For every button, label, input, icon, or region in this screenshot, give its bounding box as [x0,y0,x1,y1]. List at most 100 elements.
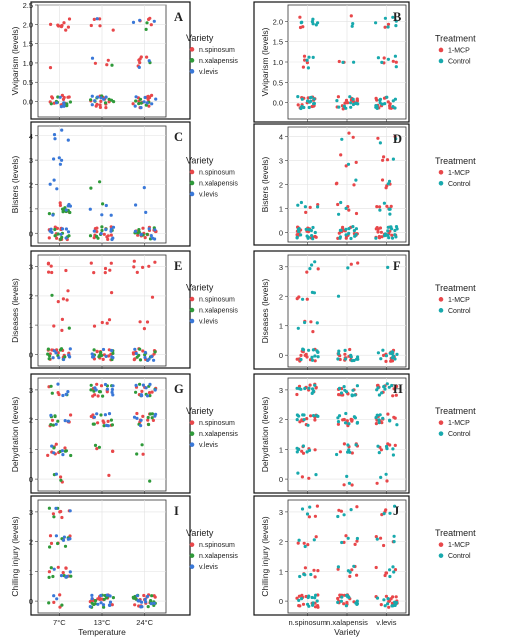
data-point [62,21,66,25]
x-tick-label: 24°C [136,618,153,627]
data-point [316,414,320,418]
data-point [89,261,93,265]
panel-letter: B [393,10,401,24]
y-tick-label: 0 [279,228,283,237]
data-point [377,393,381,397]
data-point [303,205,307,209]
data-point [305,270,309,274]
panel-letter: I [174,504,179,518]
data-point [60,317,64,321]
data-point [313,234,317,239]
data-point [59,105,64,109]
data-point [109,233,113,237]
data-point [152,19,156,23]
panel-letter: F [393,259,401,273]
panel-e: 0 1 2 3 Diseases (levels) E Variety n.spinosum n… [10,250,238,369]
data-point [66,25,70,29]
data-point [60,158,64,162]
data-point [50,391,54,395]
data-point [56,419,60,423]
data-point [153,350,157,354]
data-point [133,229,137,233]
legend-label: n.xalapensis [199,308,238,315]
data-point [380,178,385,182]
data-point [394,24,398,28]
legend-swatch [189,69,195,74]
data-point [56,23,60,27]
legend: Variety n.spinosum n.xalapensis v.levis [186,406,238,449]
data-point [98,103,102,107]
data-point [336,422,340,426]
data-point [59,478,63,482]
data-point [306,602,310,606]
data-point [386,597,390,601]
legend-title: Variety [186,406,214,416]
data-point [136,231,140,235]
data-point [139,106,143,110]
data-point [385,204,389,208]
data-point [58,605,62,609]
data-point [89,383,93,387]
data-point [296,95,300,99]
data-point [151,418,155,422]
data-point [343,357,348,361]
data-point [54,351,58,355]
data-point [307,594,311,598]
data-point [296,326,300,330]
data-point [106,58,110,62]
data-point [351,135,355,139]
data-point [64,236,68,240]
data-point [299,21,303,25]
data-point [146,605,150,609]
data-point [316,203,320,207]
data-point [132,265,136,269]
data-point [305,450,309,454]
x-tick-label: n.xalapensis [326,618,368,627]
data-point [342,513,346,517]
data-point [387,179,392,183]
data-point [139,393,143,397]
data-point [393,228,397,233]
data-point [389,359,393,363]
data-point [295,413,299,417]
data-point [135,270,139,274]
data-point [145,21,149,25]
data-point [308,383,312,387]
data-point [311,348,315,352]
data-point [311,601,315,605]
data-point [59,237,63,241]
data-point [388,419,392,423]
data-point [337,212,341,216]
data-point [311,414,316,418]
data-point [307,105,311,110]
data-point [382,353,386,357]
data-point [313,596,317,600]
data-point [305,58,309,62]
data-point [67,353,71,357]
data-point [67,95,71,99]
data-point [92,236,96,240]
data-point [303,544,307,549]
data-point [47,270,51,274]
data-point [347,131,351,135]
data-point [148,479,152,483]
data-point [108,603,112,608]
data-point [315,504,319,508]
data-point [313,448,317,452]
data-point [387,236,391,240]
data-point [131,595,135,600]
data-point [376,136,380,140]
data-point [337,393,341,397]
legend-label: n.spinosum [199,169,235,176]
data-point [93,443,98,447]
data-point [354,101,358,106]
y-axis-title: Diseases (levels) [10,278,20,343]
y-tick-label: 1 [279,567,283,576]
data-point [90,352,94,356]
data-point [384,508,388,512]
data-point [388,574,392,579]
data-point [337,59,341,64]
data-point [313,359,317,363]
data-point [378,226,383,230]
data-point [101,347,106,352]
